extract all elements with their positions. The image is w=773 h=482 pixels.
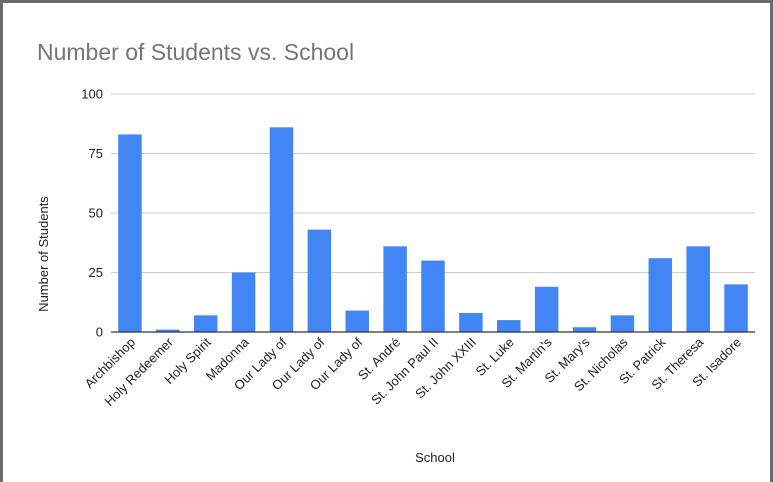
x-tick-label: St. John Paul II bbox=[368, 335, 441, 408]
x-axis-title: School bbox=[415, 450, 455, 465]
y-tick-label: 75 bbox=[89, 146, 103, 161]
bar bbox=[686, 246, 710, 332]
bar bbox=[648, 258, 673, 332]
bar bbox=[497, 320, 521, 332]
y-tick-label: 50 bbox=[89, 206, 103, 221]
y-tick-label: 25 bbox=[89, 265, 103, 280]
y-axis-title: Number of Students bbox=[36, 196, 51, 312]
y-axis-ticks: 0 25 50 75 100 bbox=[81, 87, 103, 340]
bar bbox=[421, 260, 445, 332]
bar bbox=[156, 329, 180, 332]
bar bbox=[231, 272, 256, 332]
bar bbox=[383, 246, 407, 332]
y-tick-label: 100 bbox=[81, 87, 103, 102]
chart-title: Number of Students vs. School bbox=[37, 39, 355, 65]
gridlines bbox=[111, 93, 755, 273]
bar bbox=[307, 229, 332, 332]
bars bbox=[118, 127, 748, 332]
bar bbox=[610, 315, 635, 332]
bar bbox=[118, 134, 142, 332]
bar bbox=[269, 127, 294, 332]
bar bbox=[724, 284, 748, 332]
y-tick-label: 0 bbox=[96, 325, 103, 340]
bar bbox=[459, 312, 483, 332]
bar bbox=[572, 327, 597, 332]
bar bbox=[345, 310, 369, 332]
bar bbox=[193, 315, 218, 332]
bar bbox=[534, 286, 559, 332]
